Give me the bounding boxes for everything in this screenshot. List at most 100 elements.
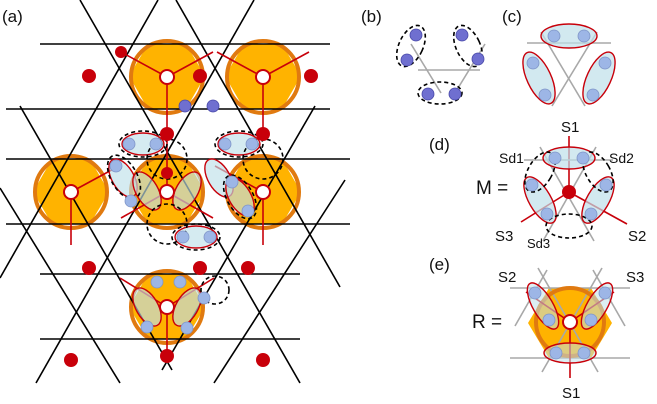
label-s2: S2 xyxy=(498,269,516,286)
spin-site xyxy=(448,87,462,101)
center-site xyxy=(159,299,175,315)
spin-site xyxy=(173,275,187,289)
spin-site xyxy=(140,320,154,334)
spin-site xyxy=(400,53,414,67)
dashed-pair xyxy=(395,24,427,68)
panel-label-b: (b) xyxy=(361,7,382,26)
spin-site xyxy=(542,313,556,327)
red-site xyxy=(160,349,174,363)
spin-site xyxy=(421,87,435,101)
dashed-pair xyxy=(452,24,484,68)
red-site xyxy=(82,261,96,275)
spin-site xyxy=(526,56,540,70)
defect-circle xyxy=(200,275,230,305)
spin-site xyxy=(455,28,469,42)
red-site xyxy=(193,69,207,83)
singlet xyxy=(582,51,616,105)
equation-lhs-m: M = xyxy=(476,178,508,199)
panel-label-e: (e) xyxy=(429,255,450,274)
red-site xyxy=(562,185,576,199)
spin-site xyxy=(218,137,232,151)
spin-site xyxy=(197,291,211,305)
spin-site xyxy=(409,28,423,42)
label-sd3: Sd3 xyxy=(527,236,550,251)
red-site xyxy=(193,261,207,275)
singlet xyxy=(172,287,202,327)
label-s1: S1 xyxy=(562,385,580,402)
spin-site xyxy=(206,99,220,113)
panel-label-d: (d) xyxy=(429,135,450,154)
spin-site xyxy=(547,29,561,43)
panel-label-a: (a) xyxy=(2,7,23,26)
spin-site xyxy=(122,137,136,151)
connector xyxy=(216,51,264,78)
spin-site xyxy=(245,137,259,151)
spin-site xyxy=(577,29,591,43)
spin-site xyxy=(525,178,539,192)
gray-line xyxy=(410,43,442,94)
spin-site xyxy=(598,286,612,300)
panel-label-c: (c) xyxy=(502,7,522,26)
panel-b: (b) xyxy=(361,7,486,105)
spin-site xyxy=(124,194,138,208)
blue-sites xyxy=(178,99,220,113)
red-site xyxy=(82,69,96,83)
defect-ellipse xyxy=(118,130,168,158)
spin-site xyxy=(203,230,217,244)
label-sd1: Sd1 xyxy=(499,150,524,166)
gray-line xyxy=(454,43,486,94)
spin-site xyxy=(598,56,612,70)
panel-d: (d) M = S xyxy=(429,119,646,251)
spin-site xyxy=(471,52,485,66)
defect-ellipse xyxy=(222,174,258,220)
dashed-pair xyxy=(417,81,463,105)
spin-site xyxy=(528,286,542,300)
defect-ellipse xyxy=(545,213,593,239)
red-site xyxy=(64,353,78,367)
equation-lhs-r: R = xyxy=(472,312,502,333)
lattice-line xyxy=(0,0,159,279)
spin-site xyxy=(225,175,239,189)
spin-site xyxy=(549,346,563,360)
spin-site xyxy=(538,88,552,102)
spin-site xyxy=(150,275,164,289)
connector xyxy=(166,51,214,78)
red-site xyxy=(241,261,255,275)
pale-blue-sites xyxy=(109,137,259,335)
connector xyxy=(120,51,168,78)
lattice-line xyxy=(0,187,121,384)
panel-a: (a) xyxy=(0,0,350,384)
label-s3: S3 xyxy=(495,228,513,245)
spin-site xyxy=(149,137,163,151)
red-site xyxy=(304,69,318,83)
red-sites xyxy=(64,46,318,367)
spin-site xyxy=(584,207,598,221)
singlet xyxy=(132,287,162,327)
spin-site xyxy=(548,151,562,165)
spin-site xyxy=(584,313,598,327)
panel-e: (e) R = S xyxy=(429,255,644,402)
label-s2: S2 xyxy=(628,228,646,245)
center-site xyxy=(159,69,175,85)
spin-site xyxy=(577,346,591,360)
singlet xyxy=(172,171,202,211)
center-site xyxy=(255,184,271,200)
red-site xyxy=(161,167,173,179)
red-site xyxy=(256,353,270,367)
label-s1: S1 xyxy=(561,119,579,136)
center-site xyxy=(159,184,175,200)
spin-site xyxy=(178,99,192,113)
red-site xyxy=(256,127,270,141)
label-s3: S3 xyxy=(626,269,644,286)
spin-site xyxy=(109,159,123,173)
red-site xyxy=(160,127,174,141)
red-site xyxy=(115,46,127,58)
defect-ellipse xyxy=(524,151,556,193)
defect-ellipse xyxy=(214,130,264,158)
spin-site xyxy=(586,88,600,102)
label-sd2: Sd2 xyxy=(609,150,634,166)
spin-site xyxy=(576,151,590,165)
lattice-line xyxy=(213,179,346,384)
defect-circle xyxy=(146,203,188,245)
